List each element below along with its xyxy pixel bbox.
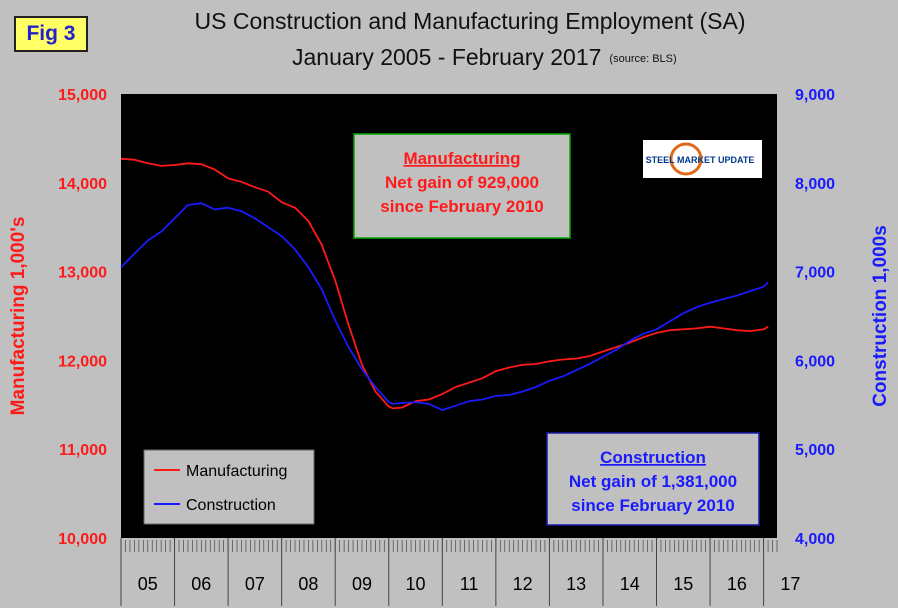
year-tick-label: 14 (620, 574, 640, 594)
right-axis-tick-label: 5,000 (795, 442, 835, 459)
year-tick-label: 15 (673, 574, 693, 594)
chart-source: (source: BLS) (609, 52, 677, 65)
construction-series-line (120, 202, 769, 412)
construction-annotation: Construction Net gain of 1,381,000 since F… (546, 432, 760, 526)
chart-subtitle: January 2005 - February 2017 (source: BLS… (292, 44, 677, 71)
year-tick-label: 11 (460, 574, 479, 594)
manufacturing-legend-label: Manufacturing (186, 463, 287, 480)
left-axis-title: Manufacturing 1,000's (8, 217, 29, 416)
chart-title: US Construction and Manufacturing Employ… (194, 8, 746, 34)
manufacturing-annotation-box (353, 133, 571, 239)
chart-legend: Manufacturing Construction (143, 449, 315, 525)
left-axis-tick-label: 11,000 (59, 442, 107, 459)
left-axis-tick-label: 15,000 (58, 87, 107, 104)
manufacturing-annotation: Manufacturing Net gain of 929,000 since Fe… (353, 133, 571, 239)
year-tick-label: 08 (298, 574, 318, 594)
construction-annotation-line2: since February 2010 (571, 496, 734, 515)
construction-annotation-heading: Construction (600, 448, 706, 467)
year-tick-label: 17 (780, 574, 800, 594)
left-axis-tick-label: 13,000 (58, 265, 107, 282)
left-axis-tick-label: 10,000 (58, 531, 107, 548)
logo-text: STEEL MARKET UPDATE (646, 155, 755, 165)
logo-swoosh-icon (669, 142, 703, 176)
left-axis-tick-label: 14,000 (58, 176, 107, 193)
right-axis-tick-label: 8,000 (795, 176, 835, 193)
legend-box (143, 449, 315, 525)
steel-market-update-logo: STEEL MARKET UPDATE (643, 140, 762, 178)
left-axis-tick-label: 12,000 (58, 353, 107, 370)
right-axis-title: Construction 1,000s (870, 225, 891, 407)
right-axis-tick-label: 6,000 (795, 353, 835, 370)
manufacturing-annotation-line1: Net gain of 929,000 (385, 173, 539, 192)
year-tick-label: 13 (566, 574, 586, 594)
year-tick-label: 12 (513, 574, 533, 594)
chart-date-range: January 2005 - February 2017 (292, 44, 602, 70)
year-tick-label: 05 (138, 574, 158, 594)
construction-legend-label: Construction (186, 497, 276, 514)
manufacturing-annotation-line2: since February 2010 (380, 197, 543, 216)
construction-annotation-box (546, 432, 760, 526)
manufacturing-annotation-heading: Manufacturing (403, 149, 520, 168)
fig-label: Fig 3 (14, 16, 88, 52)
construction-annotation-line1: Net gain of 1,381,000 (569, 472, 737, 491)
year-tick-label: 10 (406, 574, 426, 594)
right-axis-tick-label: 4,000 (795, 531, 835, 548)
year-tick-label: 16 (727, 574, 747, 594)
year-tick-label: 07 (245, 574, 265, 594)
right-axis-tick-label: 9,000 (795, 87, 835, 104)
year-tick-label: 09 (352, 574, 372, 594)
year-tick-label: 06 (191, 574, 211, 594)
manufacturing-series-line (120, 157, 769, 410)
right-axis-tick-label: 7,000 (795, 265, 835, 282)
